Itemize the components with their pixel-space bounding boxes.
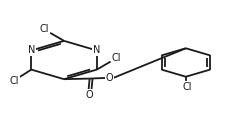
Text: N: N	[93, 46, 100, 56]
Text: Cl: Cl	[10, 76, 19, 86]
Text: Cl: Cl	[183, 82, 192, 92]
Text: N: N	[28, 46, 35, 56]
Text: Cl: Cl	[111, 53, 121, 63]
Text: O: O	[106, 73, 113, 83]
Text: O: O	[85, 90, 93, 100]
Text: Cl: Cl	[40, 24, 49, 34]
